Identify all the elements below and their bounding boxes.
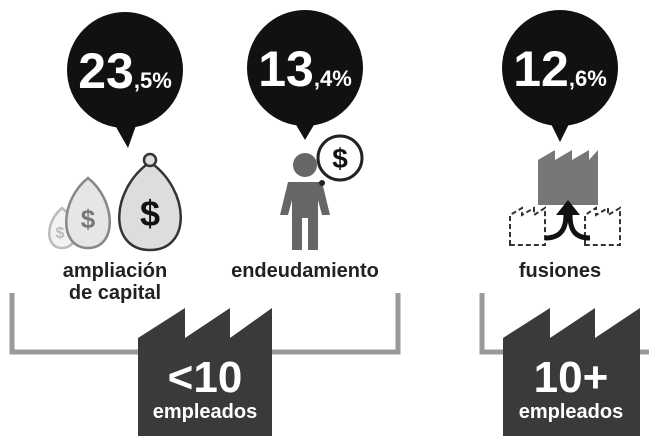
bubble: 12,6% [502,10,618,142]
item-label: fusiones [519,260,601,282]
bubble: 13,4% [247,10,363,140]
factory-group: 10+ empleados [503,308,640,436]
item-label: de capital [69,282,161,304]
dollar-sign: $ [56,225,65,242]
bubble-value: 13,4% [258,41,352,97]
group-label: <10 [168,353,243,402]
bubble: 23,5% [67,12,183,148]
person-icon: $ [280,134,364,250]
fusion-icon [509,150,621,246]
dollar-sign: $ [81,204,96,234]
bubble-value: 12,6% [513,41,607,97]
money-bags-icon: $ $ $ [48,152,182,252]
bubble-value: 23,5% [78,43,172,99]
dollar-sign: $ [332,143,348,174]
group-sublabel: empleados [519,401,623,423]
item-label: ampliación [63,260,167,282]
group-label: 10+ [534,353,609,402]
item-label: endeudamiento [231,260,379,282]
factory-group: <10 empleados [138,308,272,436]
dollar-sign: $ [140,193,160,234]
group-sublabel: empleados [153,401,257,423]
